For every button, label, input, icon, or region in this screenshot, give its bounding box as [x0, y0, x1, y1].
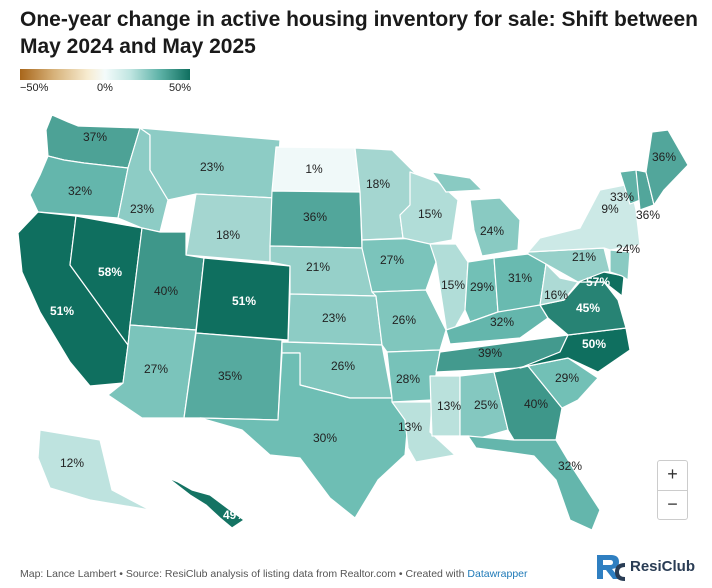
datawrapper-link[interactable]: Datawrapper — [467, 568, 528, 580]
state-ak[interactable] — [37, 429, 151, 511]
state-label-or: 32% — [68, 184, 92, 198]
footer-credit: Map: Lance Lambert • Source: ResiClub an… — [20, 568, 528, 580]
resiclub-logo-icon — [597, 555, 626, 581]
resiclub-brand-name: ResiClub — [630, 558, 696, 575]
state-label-ms: 13% — [437, 399, 461, 413]
legend-mid-label: 0% — [97, 82, 113, 94]
state-label-md: 57% — [586, 275, 610, 289]
state-label-pa: 21% — [572, 250, 596, 264]
state-label-nj: 24% — [616, 242, 640, 256]
state-label-ga: 40% — [524, 397, 548, 411]
state-label-ut: 40% — [154, 284, 178, 298]
state-nj[interactable] — [609, 249, 631, 281]
state-label-ny: 9% — [601, 202, 619, 216]
state-label-vt: 33% — [610, 190, 634, 204]
state-label-sd: 36% — [303, 210, 327, 224]
state-mi[interactable] — [431, 171, 521, 257]
state-nc[interactable] — [519, 327, 631, 373]
state-label-ky: 32% — [490, 315, 514, 329]
state-label-az: 27% — [144, 362, 168, 376]
state-label-tn: 39% — [478, 346, 502, 360]
state-label-nm: 35% — [218, 369, 242, 383]
state-fl[interactable] — [467, 435, 601, 531]
state-label-ia: 27% — [380, 253, 404, 267]
state-label-mi: 24% — [480, 224, 504, 238]
state-hi[interactable] — [167, 477, 245, 529]
state-label-hi: 49% — [223, 508, 247, 522]
state-label-la: 13% — [398, 420, 422, 434]
state-label-nh: 36% — [636, 208, 660, 222]
state-label-ak: 12% — [60, 456, 84, 470]
state-label-mo: 26% — [392, 313, 416, 327]
state-tx[interactable] — [199, 352, 409, 519]
state-label-il: 15% — [441, 278, 465, 292]
state-label-in: 29% — [470, 280, 494, 294]
footer-credit-text: Map: Lance Lambert • Source: ResiClub an… — [20, 568, 468, 580]
state-label-ks: 23% — [322, 311, 346, 325]
state-label-nc: 50% — [582, 337, 606, 351]
state-label-ca: 51% — [50, 304, 74, 318]
state-label-ar: 28% — [396, 372, 420, 386]
state-label-mt: 23% — [200, 160, 224, 174]
state-label-mn: 18% — [366, 177, 390, 191]
state-wv[interactable] — [539, 263, 579, 306]
state-label-tx: 30% — [313, 431, 337, 445]
state-ny[interactable] — [527, 183, 641, 253]
state-label-me: 36% — [652, 150, 676, 164]
state-me[interactable] — [645, 129, 689, 206]
state-label-va: 45% — [576, 301, 600, 315]
state-label-fl: 32% — [558, 459, 582, 473]
state-label-ok: 26% — [331, 359, 355, 373]
resiclub-logo: ResiClub — [595, 551, 705, 581]
state-pa[interactable] — [527, 247, 611, 283]
state-ar[interactable] — [386, 349, 441, 403]
state-label-ne: 21% — [306, 260, 330, 274]
zoom-controls: + − — [657, 460, 688, 520]
state-label-wi: 15% — [418, 207, 442, 221]
legend-gradient — [20, 69, 190, 80]
state-label-oh: 31% — [508, 271, 532, 285]
state-label-sc: 29% — [555, 371, 579, 385]
state-label-id: 23% — [130, 202, 154, 216]
state-label-co: 51% — [232, 294, 256, 308]
state-label-wv: 16% — [544, 288, 568, 302]
chart-title: One-year change in active housing invent… — [20, 8, 698, 58]
state-label-nd: 1% — [305, 162, 323, 176]
legend-max-label: 50% — [169, 82, 192, 94]
zoom-out-button[interactable]: − — [667, 494, 678, 514]
state-label-nv: 58% — [98, 265, 122, 279]
state-label-wa: 37% — [83, 130, 107, 144]
zoom-in-button[interactable]: + — [658, 461, 687, 491]
legend-min-label: −50% — [20, 82, 49, 94]
color-legend: −50% 0% 50% — [20, 69, 192, 98]
state-label-wy: 18% — [216, 228, 240, 242]
state-label-al: 25% — [474, 398, 498, 412]
